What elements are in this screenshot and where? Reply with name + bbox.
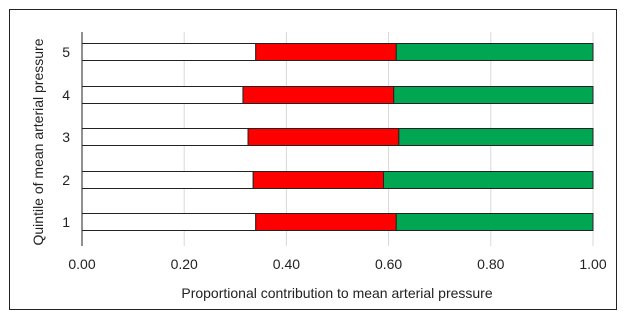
x-tick-label: 0.40 [273,256,300,272]
y-tick-label: 5 [62,44,70,60]
bar-segment [255,43,397,61]
bar-segment [81,213,257,231]
x-tick-label: 0.80 [477,256,504,272]
bar-segment [242,86,395,104]
x-tick-label: 0.20 [171,256,198,272]
y-tick-label: 1 [62,214,70,230]
bar-segment [393,86,594,104]
bar-segment [395,213,594,231]
y-tick-label: 2 [62,172,70,188]
y-tick-labels: 1 2 3 4 5 [62,44,70,230]
x-tick-labels: 0.00 0.20 0.40 0.60 0.80 1.00 [68,256,606,272]
x-axis-title: Proportional contribution to mean arteri… [181,285,492,301]
bar-segment [252,171,384,189]
bar-segment [247,128,400,146]
x-tick-label: 1.00 [579,256,606,272]
bar-segment [81,128,249,146]
x-tick-label: 0.60 [375,256,402,272]
bar-segment [382,171,594,189]
x-tick-label: 0.00 [68,256,95,272]
bar-segment [255,213,397,231]
y-axis-title: Quintile of mean arterial pressure [30,38,46,245]
bar-segment [81,171,254,189]
y-tick-label: 3 [62,129,70,145]
y-tick-label: 4 [62,87,70,103]
bar-segment [81,43,257,61]
bars [81,43,594,231]
bar-segment [81,86,244,104]
bar-segment [398,128,594,146]
bar-segment [395,43,594,61]
